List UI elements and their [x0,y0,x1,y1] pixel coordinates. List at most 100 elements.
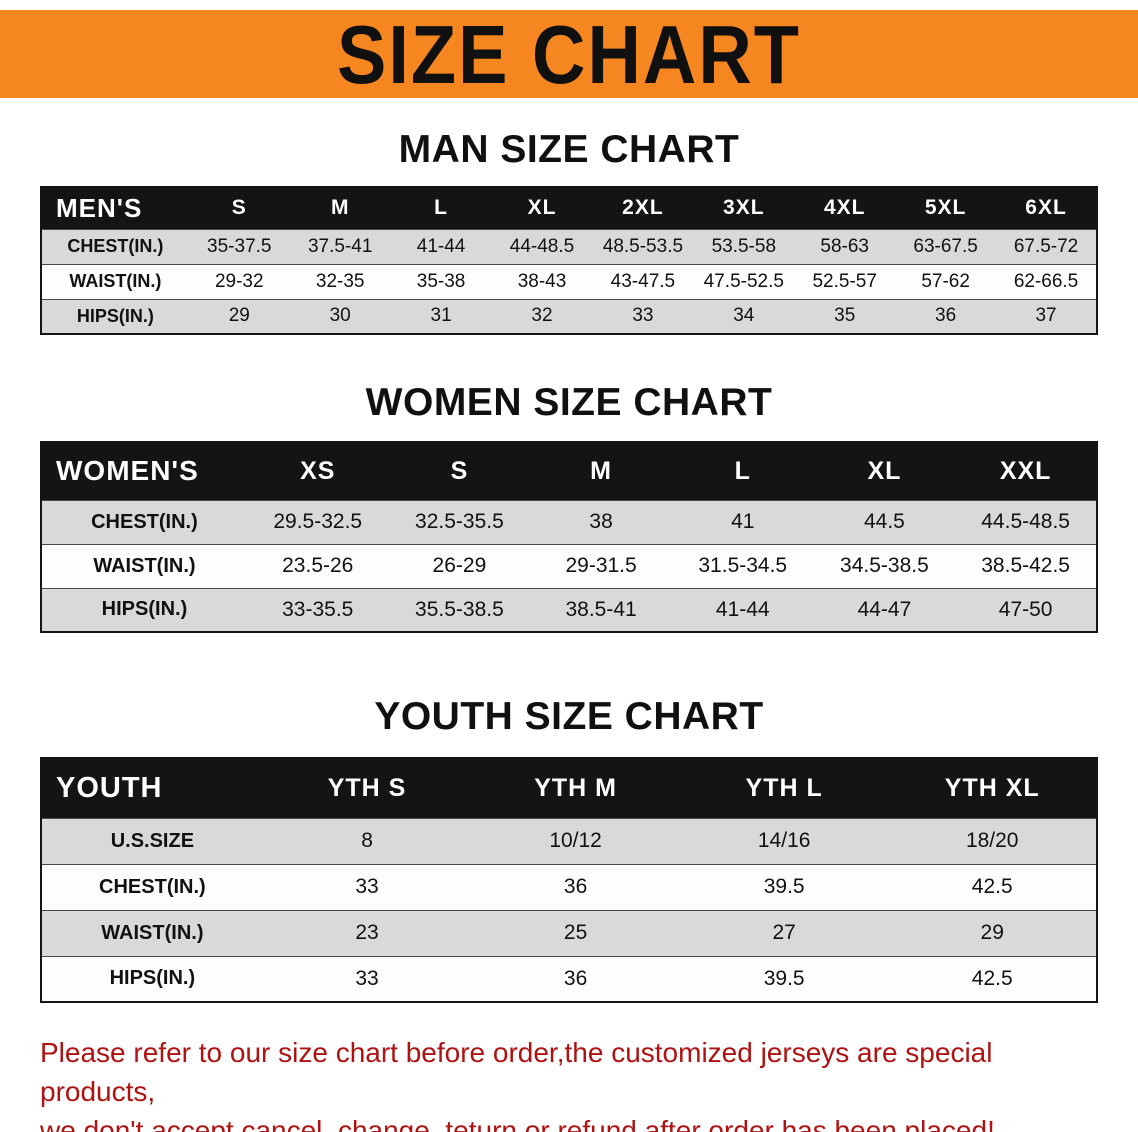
value-cell: 63-67.5 [895,228,997,264]
value-cell: 34 [693,298,795,334]
youth-table-wrap: YOUTH YTH S YTH M YTH L YTH XL U.S.SIZE 8 10/12… [40,757,1098,1003]
value-cell: 57-62 [895,263,997,299]
value-cell: 38 [530,499,672,544]
value-cell: 25 [471,909,680,956]
value-cell: 33 [262,955,472,1002]
row-label-cell: CHEST(IN.) [41,499,247,544]
value-cell: 32-35 [289,263,391,299]
size-header-cell: S [388,442,531,500]
value-cell: 41-44 [671,587,814,632]
value-cell: 33 [592,298,694,334]
value-cell: 10/12 [471,817,680,864]
value-cell: 23.5-26 [246,543,389,588]
value-cell: 53.5-58 [693,228,795,264]
value-cell: 44.5 [813,499,956,544]
size-header-cell: 3XL [693,187,795,229]
value-cell: 48.5-53.5 [592,228,694,264]
row-label-cell: HIPS(IN.) [41,587,247,632]
women-size-table: WOMEN'S XS S M L XL XXL CHEST(IN.) 29.5-32.5 32.5… [40,441,1098,633]
row-label-cell: WAIST(IN.) [41,543,247,588]
men-table-wrap: MEN'S S M L XL 2XL 3XL 4XL 5XL 6XL CHEST(IN.) 35-37… [40,186,1098,335]
value-cell: 31.5-34.5 [671,543,814,588]
women-table-header-row: WOMEN'S XS S M L XL XXL [41,442,1097,500]
value-cell: 35-38 [390,263,492,299]
row-label-cell: HIPS(IN.) [41,955,263,1002]
value-cell: 34.5-38.5 [813,543,956,588]
value-cell: 41-44 [390,228,492,264]
youth-section-heading: YOUTH SIZE CHART [374,695,764,738]
value-cell: 32.5-35.5 [388,499,531,544]
table-row: HIPS(IN.) 33 36 39.5 42.5 [41,955,1097,1002]
size-header-cell: L [671,442,814,500]
size-header-cell: M [530,442,672,500]
value-cell: 8 [262,817,472,864]
value-cell: 42.5 [888,955,1097,1002]
table-row: WAIST(IN.) 29-32 32-35 35-38 38-43 43-47.5 47.… [41,263,1097,299]
value-cell: 29-31.5 [530,543,672,588]
table-row: CHEST(IN.) 35-37.5 37.5-41 41-44 44-48.5 48.5… [41,228,1097,264]
row-label-cell: WAIST(IN.) [41,909,263,956]
value-cell: 44-48.5 [491,228,593,264]
value-cell: 47-50 [955,587,1097,632]
value-cell: 52.5-57 [794,263,896,299]
page-title: SIZE CHART [337,7,801,101]
youth-section: YOUTH SIZE CHART YOUTH YTH S YTH M YTH L YTH… [0,695,1138,1003]
value-cell: 14/16 [679,817,889,864]
value-cell: 44-47 [813,587,956,632]
value-cell: 29.5-32.5 [246,499,389,544]
banner: SIZE CHART [0,8,1138,100]
table-row: WAIST(IN.) 23 25 27 29 [41,909,1097,956]
youth-table-title-cell: YOUTH [41,758,263,818]
table-row: CHEST(IN.) 33 36 39.5 42.5 [41,863,1097,910]
women-table-title-cell: WOMEN'S [41,442,247,500]
value-cell: 31 [390,298,492,334]
size-header-cell: YTH XL [888,758,1097,818]
size-header-cell: YTH S [262,758,472,818]
value-cell: 41 [671,499,814,544]
value-cell: 29-32 [188,263,290,299]
men-section: MAN SIZE CHART MEN'S S M L XL 2XL 3XL 4XL 5XL 6XL… [0,128,1138,335]
size-header-cell: XXL [955,442,1097,500]
table-row: WAIST(IN.) 23.5-26 26-29 29-31.5 31.5-34.5 34… [41,543,1097,588]
size-header-cell: XL [813,442,956,500]
table-row: HIPS(IN.) 29 30 31 32 33 34 35 36 37 [41,298,1097,334]
size-header-cell: YTH L [679,758,889,818]
youth-size-table: YOUTH YTH S YTH M YTH L YTH XL U.S.SIZE 8 10/12… [40,757,1098,1003]
size-header-cell: S [188,187,290,229]
order-notice: Please refer to our size chart before or… [40,1033,1098,1132]
value-cell: 35 [794,298,896,334]
size-header-cell: 5XL [895,187,997,229]
row-label-cell: CHEST(IN.) [41,863,263,910]
men-table-title-cell: MEN'S [41,187,189,229]
value-cell: 38.5-41 [530,587,672,632]
row-label-cell: HIPS(IN.) [41,298,189,334]
notice-line-2: we don't accept cancel, change, teturn o… [40,1115,995,1132]
row-label-cell: CHEST(IN.) [41,228,189,264]
size-header-cell: XS [246,442,389,500]
table-row: CHEST(IN.) 29.5-32.5 32.5-35.5 38 41 44.5 44.5… [41,499,1097,544]
value-cell: 37.5-41 [289,228,391,264]
value-cell: 38.5-42.5 [955,543,1097,588]
value-cell: 47.5-52.5 [693,263,795,299]
value-cell: 36 [471,863,680,910]
row-label-cell: U.S.SIZE [41,817,263,864]
size-header-cell: 2XL [592,187,694,229]
value-cell: 29 [188,298,290,334]
value-cell: 18/20 [888,817,1097,864]
value-cell: 38-43 [491,263,593,299]
value-cell: 42.5 [888,863,1097,910]
value-cell: 37 [996,298,1097,334]
value-cell: 39.5 [679,955,889,1002]
notice-line-1: Please refer to our size chart before or… [40,1037,993,1107]
size-header-cell: 6XL [996,187,1097,229]
value-cell: 30 [289,298,391,334]
value-cell: 35-37.5 [188,228,290,264]
row-label-cell: WAIST(IN.) [41,263,189,299]
value-cell: 62-66.5 [996,263,1097,299]
value-cell: 33 [262,863,472,910]
men-table-header-row: MEN'S S M L XL 2XL 3XL 4XL 5XL 6XL [41,187,1097,229]
size-header-cell: YTH M [471,758,680,818]
size-header-cell: M [289,187,391,229]
table-row: U.S.SIZE 8 10/12 14/16 18/20 [41,817,1097,864]
women-section-heading: WOMEN SIZE CHART [365,381,773,424]
